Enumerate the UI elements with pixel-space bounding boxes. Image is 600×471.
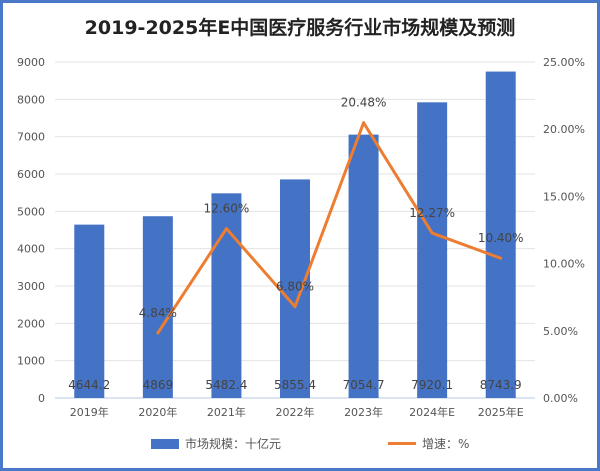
- bar-data-label: 8743.9: [480, 378, 522, 392]
- growth-line: [156, 121, 502, 334]
- line-point: [362, 121, 366, 125]
- line-data-label: 10.40%: [478, 231, 524, 245]
- chart-title: 2019-2025年E中国医疗服务行业市场规模及预测: [84, 17, 516, 39]
- x-tick-label: 2024年E: [409, 405, 455, 419]
- y-right-tick-label: 25.00%: [543, 56, 585, 69]
- y-left-tick-label: 2000: [17, 317, 45, 330]
- x-tick-label: 2022年: [276, 405, 315, 419]
- line-point: [293, 305, 297, 309]
- y-left-tick-label: 3000: [17, 280, 45, 293]
- bar: [280, 179, 310, 398]
- bar-data-label: 7054.7: [343, 378, 385, 392]
- y-right-tick-label: 15.00%: [543, 190, 585, 203]
- legend-label-line: 增速：%: [422, 437, 470, 451]
- y-left-tick-label: 6000: [17, 168, 45, 181]
- bar-data-label: 5482.4: [205, 378, 247, 392]
- line-point: [430, 231, 434, 235]
- legend-item-bar: 市场规模：十亿元: [151, 435, 281, 452]
- line-data-label: 20.48%: [341, 96, 387, 110]
- y-left-tick-label: 1000: [17, 355, 45, 368]
- y-right-tick-label: 20.00%: [543, 123, 585, 136]
- bar-data-label: 4869: [143, 378, 174, 392]
- y-left-tick-label: 4000: [17, 243, 45, 256]
- bar-data-label: 4644.2: [68, 378, 110, 392]
- x-tick-label: 2021年: [207, 405, 246, 419]
- x-tick-label: 2020年: [138, 405, 177, 419]
- y-left-tick-label: 8000: [17, 93, 45, 106]
- y-left-tick-label: 0: [38, 392, 45, 405]
- x-tick-label: 2019年: [70, 405, 109, 419]
- x-tick-label: 2025年E: [478, 405, 524, 419]
- y-left-tick-label: 9000: [17, 56, 45, 69]
- line-data-label: 4.84%: [139, 306, 177, 320]
- y-right-tick-label: 5.00%: [543, 325, 578, 338]
- y-right-tick-label: 0.00%: [543, 392, 578, 405]
- y-left-tick-label: 7000: [17, 131, 45, 144]
- line-point: [156, 331, 160, 335]
- bar: [348, 134, 379, 399]
- x-tick-label: 2023年: [344, 405, 383, 419]
- legend-item-line: 增速：%: [388, 435, 469, 452]
- chart-plot: 0 1000 2000 3000 4000 5000 6000 7000 8000 9000 0.0…: [17, 56, 585, 419]
- line-data-label: 6.80%: [276, 280, 314, 294]
- legend-label-bar: 市场规模：十亿元: [185, 437, 282, 451]
- line-data-label: 12.27%: [409, 206, 455, 220]
- line-point: [499, 256, 503, 260]
- bar: [485, 71, 516, 398]
- line-point: [224, 227, 228, 231]
- bar: [211, 193, 242, 398]
- bar: [417, 102, 448, 398]
- bar: [74, 224, 105, 398]
- y-right-tick-label: 10.00%: [543, 258, 585, 271]
- y-left-tick-label: 5000: [17, 205, 45, 218]
- bar: [142, 216, 173, 398]
- line-data-label: 12.60%: [204, 202, 250, 216]
- legend-swatch-line: [388, 442, 416, 445]
- legend-swatch-bar: [151, 438, 179, 449]
- bar-data-label: 5855.4: [274, 378, 316, 392]
- bar-data-label: 7920.1: [411, 378, 453, 392]
